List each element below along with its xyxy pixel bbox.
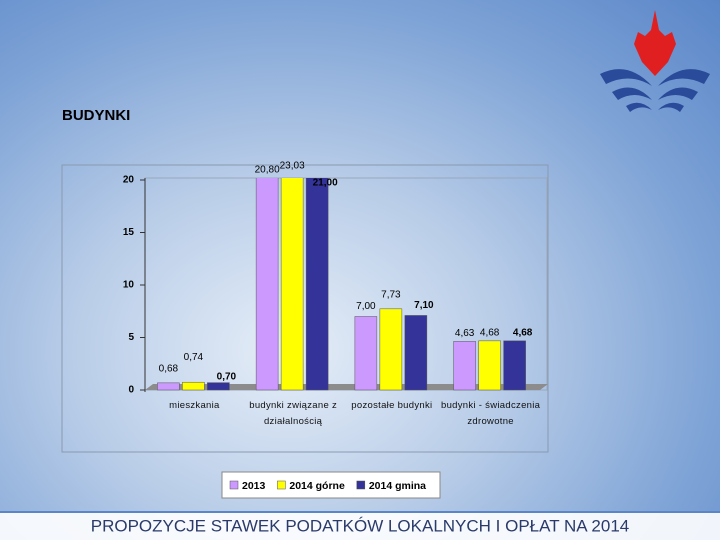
legend-swatch (277, 480, 286, 490)
bar (280, 178, 304, 391)
value-label: 4,63 (455, 328, 475, 339)
bar (182, 381, 205, 391)
value-label: 7,00 (356, 301, 376, 312)
value-label: 23,03 (280, 161, 305, 172)
slide-title: BUDYNKI (62, 107, 130, 124)
footer-band (0, 512, 720, 540)
y-tick-label: 10 (123, 280, 135, 291)
value-label: 7,73 (381, 289, 401, 300)
bar (453, 341, 476, 391)
x-tick-label: budynki - świadczenia zdrowotne (441, 400, 541, 427)
value-label: 0,74 (184, 352, 204, 363)
x-tick-label: pozostałe budynki (351, 400, 433, 411)
bar (379, 308, 403, 391)
legend-label: 2014 gmina (369, 480, 426, 492)
y-tick-label: 0 (128, 385, 134, 396)
value-label: 20,80 (255, 165, 280, 176)
bar (503, 340, 526, 391)
bar (157, 382, 180, 391)
bar (255, 178, 279, 391)
plot-area (157, 178, 526, 391)
chart-frame (61, 164, 549, 453)
y-tick-label: 15 (123, 227, 135, 238)
bar (354, 316, 378, 391)
value-label: 4,68 (513, 328, 533, 339)
value-label: 0,68 (159, 364, 179, 375)
bar (478, 340, 501, 391)
value-label: 21,00 (313, 178, 338, 189)
logo (600, 10, 710, 112)
floor (145, 384, 548, 390)
value-label: 7,10 (414, 300, 434, 311)
legend-label: 2014 górne (289, 480, 345, 492)
footer-text: PROPOZYCJE STAWEK PODATKÓW LOKALNYCH I O… (91, 516, 629, 535)
legend-label: 2013 (242, 480, 266, 492)
legend-swatch (229, 480, 239, 490)
value-label: 4,68 (480, 328, 500, 339)
x-tick-label: mieszkania (169, 400, 220, 411)
y-tick-label: 20 (123, 175, 135, 186)
bar (404, 315, 428, 391)
value-label: 0,70 (217, 371, 237, 382)
x-tick-label: budynki związane z działalnością (249, 400, 338, 427)
bar (207, 382, 230, 391)
legend (221, 471, 441, 499)
bar (305, 178, 329, 391)
y-tick-label: 5 (128, 332, 134, 343)
legend-swatch (356, 480, 366, 490)
